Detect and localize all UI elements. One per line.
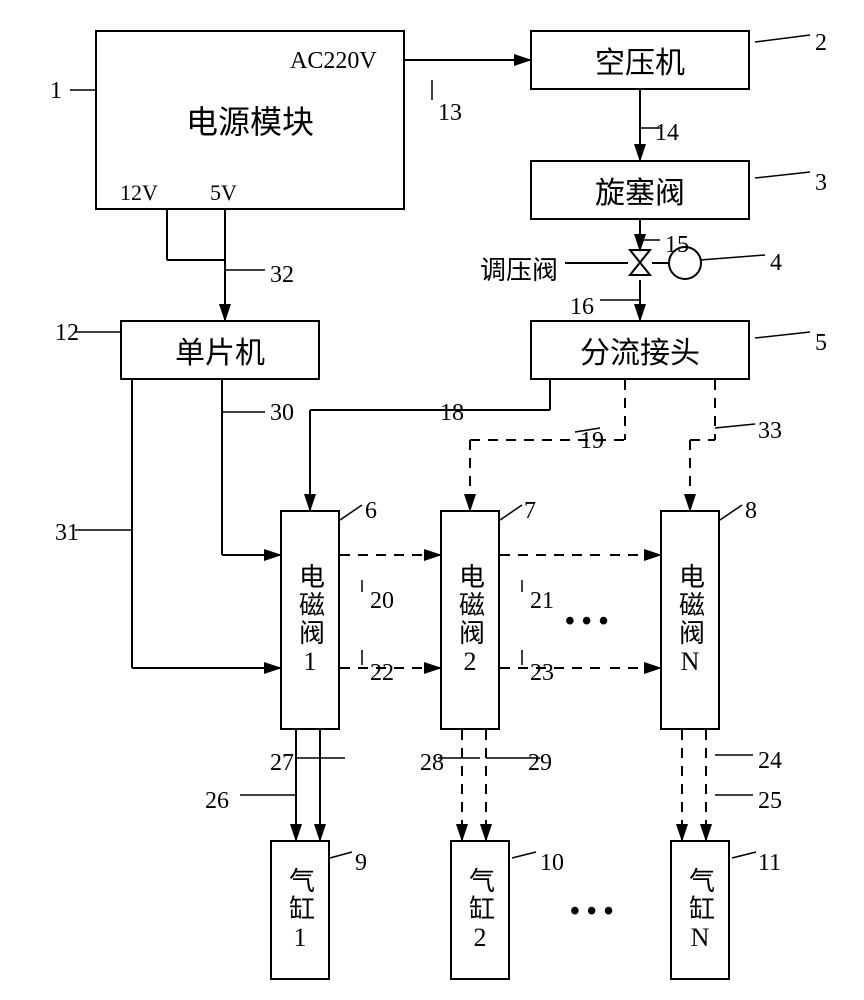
ref-28: 28 <box>420 750 444 777</box>
ref-29: 29 <box>528 750 552 777</box>
ref-21: 21 <box>530 588 554 615</box>
ref-8: 8 <box>745 498 757 525</box>
valveN-label: 电磁阀N <box>672 563 709 678</box>
ref-14: 14 <box>655 120 679 147</box>
ref-26: 26 <box>205 788 229 815</box>
cyl2-label: 气缸2 <box>462 867 499 954</box>
ref-18: 18 <box>440 400 464 427</box>
cyl1-label: 气缸1 <box>282 867 319 954</box>
power-module-label: 电源模块 <box>186 97 314 143</box>
compressor-label: 空压机 <box>595 38 685 82</box>
plug-valve-label: 旋塞阀 <box>595 168 685 212</box>
splitter-label: 分流接头 <box>580 328 700 372</box>
cyl2-box: 气缸2 <box>450 840 510 980</box>
ref-30: 30 <box>270 400 294 427</box>
ref-9: 9 <box>355 850 367 877</box>
ref-11: 11 <box>758 850 781 877</box>
ellipsis-2: • • • <box>570 896 613 928</box>
splitter-box: 分流接头 <box>530 320 750 380</box>
ref-5: 5 <box>815 330 827 357</box>
ref-15: 15 <box>665 232 689 259</box>
ref-2: 2 <box>815 30 827 57</box>
ref-20: 20 <box>370 588 394 615</box>
ref-4: 4 <box>770 250 782 277</box>
ref-12: 12 <box>55 320 79 347</box>
ref-10: 10 <box>540 850 564 877</box>
ref-24: 24 <box>758 748 782 775</box>
cylN-label: 气缸N <box>682 867 719 954</box>
mcu-label: 单片机 <box>175 328 265 372</box>
plug-valve-box: 旋塞阀 <box>530 160 750 220</box>
mcu-box: 单片机 <box>120 320 320 380</box>
valve1-label: 电磁阀1 <box>292 563 329 678</box>
ac220v-label: AC220V <box>290 48 377 75</box>
v12-label: 12V <box>120 180 158 206</box>
ref-3: 3 <box>815 170 827 197</box>
ref-25: 25 <box>758 788 782 815</box>
ref-27: 27 <box>270 750 294 777</box>
ref-6: 6 <box>365 498 377 525</box>
compressor-box: 空压机 <box>530 30 750 90</box>
ref-1: 1 <box>50 78 62 105</box>
ref-22: 22 <box>370 660 394 687</box>
valve2-label: 电磁阀2 <box>452 563 489 678</box>
ref-31: 31 <box>55 520 79 547</box>
ref-32: 32 <box>270 262 294 289</box>
cyl1-box: 气缸1 <box>270 840 330 980</box>
ref-19: 19 <box>580 428 604 455</box>
valveN-box: 电磁阀N <box>660 510 720 730</box>
v5-label: 5V <box>210 180 237 206</box>
ref-7: 7 <box>524 498 536 525</box>
ref-33: 33 <box>758 418 782 445</box>
ref-16: 16 <box>570 294 594 321</box>
pressure-valve-label: 调压阀 <box>480 250 558 287</box>
ref-23: 23 <box>530 660 554 687</box>
cylN-box: 气缸N <box>670 840 730 980</box>
valve1-box: 电磁阀1 <box>280 510 340 730</box>
ellipsis-1: • • • <box>565 606 608 638</box>
valve2-box: 电磁阀2 <box>440 510 500 730</box>
ref-13: 13 <box>438 100 462 127</box>
